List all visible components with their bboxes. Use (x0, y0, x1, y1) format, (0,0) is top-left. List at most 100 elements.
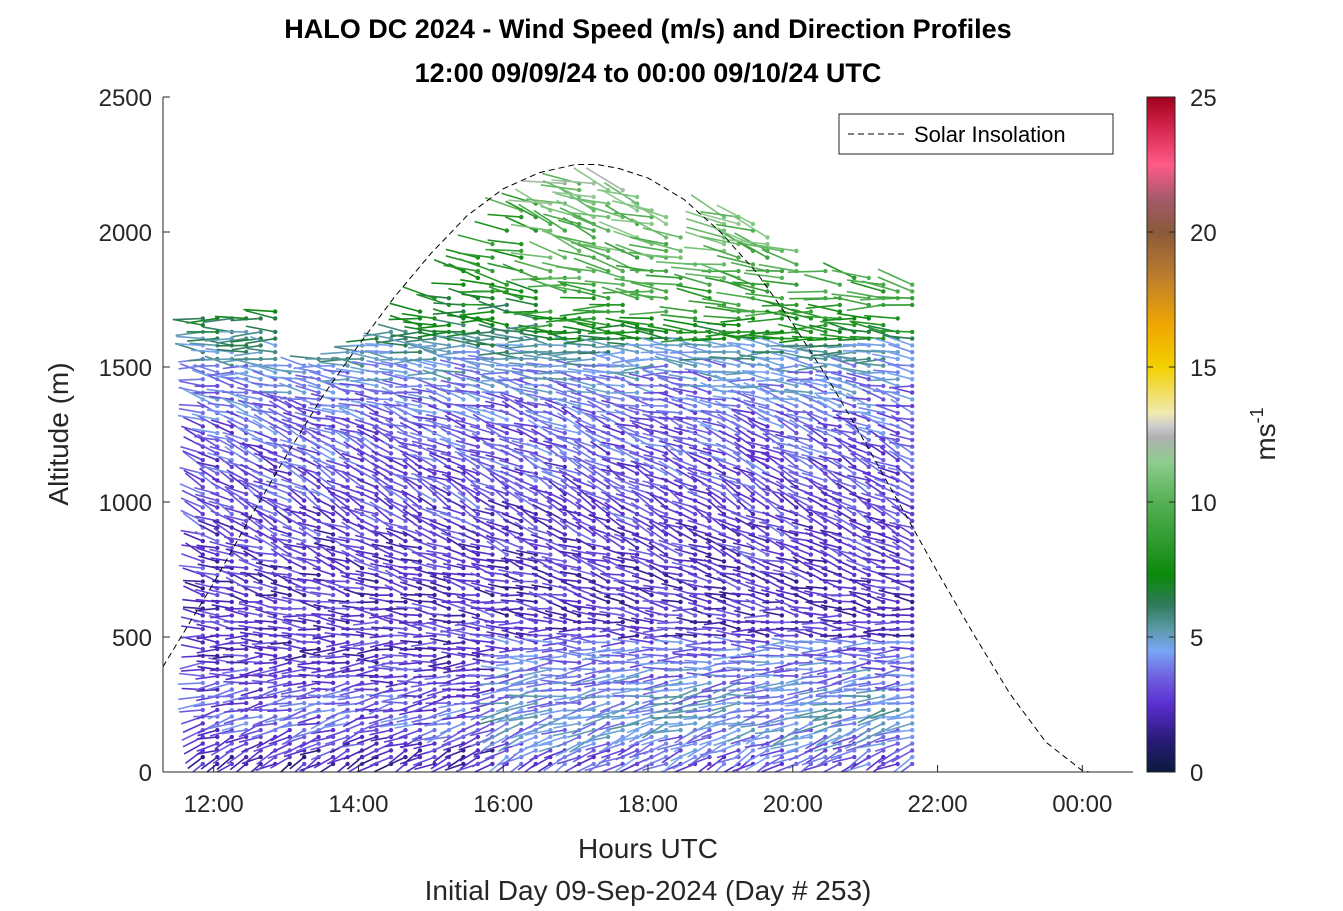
wind-barb (411, 621, 435, 627)
wind-barb-head (692, 538, 698, 544)
wind-barb-head (374, 538, 379, 544)
wind-barb (396, 715, 421, 723)
wind-barb (187, 756, 204, 770)
wind-barb-head (504, 721, 509, 726)
wind-barb (216, 756, 233, 771)
wind-barb (296, 640, 319, 644)
wind-barb (296, 406, 319, 414)
wind-barb (357, 742, 377, 754)
wind-barb (456, 688, 478, 691)
wind-barb (281, 418, 305, 428)
wind-barb-head (345, 532, 350, 537)
wind-barb (228, 474, 247, 488)
wind-barb (298, 557, 319, 569)
wind-barb-head (634, 296, 640, 301)
wind-barb-head (663, 680, 669, 686)
wind-barb-head (663, 289, 669, 294)
wind-barb (412, 442, 435, 455)
wind-barb-head (475, 275, 481, 281)
wind-barb (240, 644, 261, 650)
wind-barb (386, 500, 406, 515)
wind-barb-head (345, 660, 350, 665)
wind-barb (211, 599, 232, 603)
wind-barb-head (562, 727, 567, 733)
wind-barb-head (287, 363, 292, 368)
wind-barb-head (490, 478, 495, 483)
wind-barb (312, 567, 334, 576)
wind-barb-head (504, 552, 509, 557)
wind-barb (246, 358, 276, 361)
wind-barb (400, 558, 421, 563)
wind-barb-head (417, 727, 423, 733)
wind-barb (212, 423, 233, 434)
wind-barb (595, 715, 623, 718)
wind-barb (351, 350, 377, 353)
wind-barb-head (533, 511, 538, 517)
wind-barb (238, 682, 261, 685)
wind-barb (320, 361, 348, 367)
wind-barb (354, 702, 377, 713)
wind-barb (369, 641, 392, 648)
wind-barb (245, 309, 276, 320)
wind-barb (241, 742, 262, 753)
wind-barb (268, 514, 291, 529)
wind-barb (619, 337, 652, 340)
wind-barb-head (577, 187, 582, 193)
wind-barb (398, 661, 421, 666)
wind-barb-head (403, 552, 408, 557)
wind-barb-head (533, 478, 538, 483)
wind-barb-head (634, 194, 640, 200)
wind-barb-head (548, 451, 553, 456)
wind-barb-head (345, 390, 350, 395)
wind-barb (228, 459, 247, 475)
wind-barb-head (287, 511, 292, 517)
wind-barb (372, 426, 392, 441)
wind-barb (399, 421, 421, 434)
wind-barb-head (504, 282, 509, 287)
wind-barb (393, 339, 421, 347)
wind-barb (619, 316, 652, 320)
wind-barb-head (359, 397, 365, 402)
wind-barb-head (417, 687, 423, 692)
wind-barb (283, 729, 305, 745)
wind-barb-head (692, 390, 698, 395)
wind-barb-head (678, 485, 683, 490)
wind-barb (268, 736, 290, 745)
wind-barb-head (707, 377, 712, 382)
wind-barb-head (533, 694, 538, 699)
wind-barb-head (649, 430, 654, 436)
wind-barb (178, 403, 203, 407)
wind-barb (220, 371, 247, 377)
wind-barb-head (302, 734, 307, 740)
wind-barb-head (287, 572, 292, 578)
wind-barb-head (432, 505, 437, 510)
wind-barb-head (403, 687, 408, 692)
wind-barb-head (374, 383, 379, 389)
wind-barb-head (678, 430, 683, 436)
wind-barb (363, 378, 392, 382)
wind-barb-head (374, 741, 379, 746)
wind-barb-head (258, 478, 263, 483)
wind-barb-head (692, 363, 698, 368)
wind-barb-head (490, 640, 495, 645)
wind-barb (295, 586, 319, 590)
wind-barb (346, 337, 377, 343)
wind-barb-head (692, 579, 698, 584)
wind-barb (267, 625, 290, 630)
wind-barb-head (200, 565, 205, 571)
wind-barb-head (359, 586, 365, 591)
wind-barb-head (215, 572, 220, 578)
wind-barb-head (663, 559, 669, 564)
wind-barb (225, 648, 247, 651)
wind-barb-head (707, 579, 712, 584)
wind-barb-head (403, 471, 408, 476)
wind-barb (307, 364, 334, 368)
wind-barb (417, 495, 435, 509)
wind-barb (181, 489, 204, 502)
wind-barb-head (490, 707, 495, 713)
wind-barb (327, 609, 348, 617)
wind-barb-head (374, 356, 379, 362)
wind-barb-head (200, 680, 205, 686)
wind-barb-head (244, 491, 249, 497)
wind-barb (267, 645, 290, 650)
